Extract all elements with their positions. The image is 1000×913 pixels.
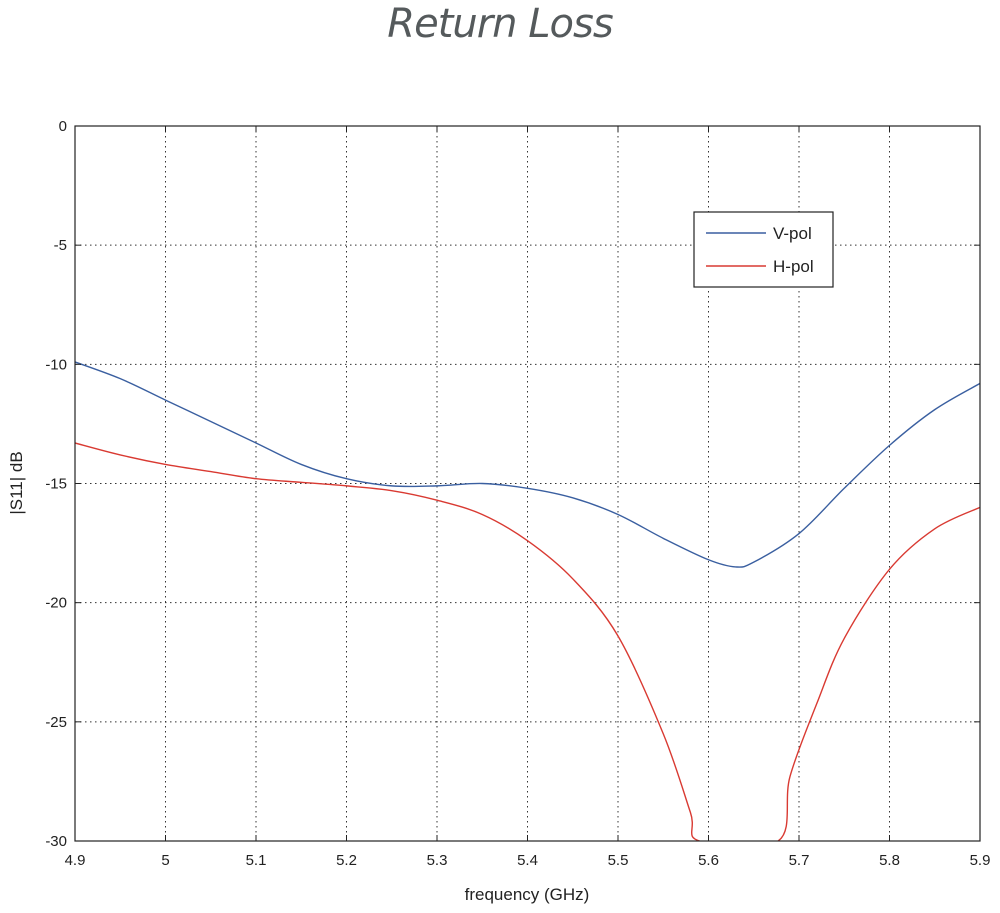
x-tick-label: 4.9 xyxy=(65,852,86,869)
y-tick-label: -30 xyxy=(45,833,67,850)
x-axis-label: frequency (GHz) xyxy=(465,885,590,904)
grid xyxy=(75,126,980,841)
x-tick-label: 5.7 xyxy=(789,852,810,869)
x-tick-label: 5 xyxy=(161,852,169,869)
y-tick-label: -20 xyxy=(45,595,67,612)
series-line-h-pol xyxy=(75,442,980,841)
x-tick-label: 5.8 xyxy=(879,852,900,869)
legend-label-v-pol: V-pol xyxy=(773,224,812,243)
y-tick-label: -15 xyxy=(45,476,67,493)
y-tick-label: -5 xyxy=(54,237,67,254)
x-tick-label: 5.1 xyxy=(246,852,267,869)
legend: V-pol H-pol xyxy=(693,211,834,288)
legend-box xyxy=(693,211,834,288)
x-tick-label: 5.5 xyxy=(608,852,629,869)
chart-title: Return Loss xyxy=(387,1,613,47)
series-line-v-pol xyxy=(75,361,980,568)
x-tick-label: 5.2 xyxy=(336,852,357,869)
x-tick-label: 5.9 xyxy=(970,852,991,869)
y-tick-label: -25 xyxy=(45,714,67,731)
x-tick-label: 5.6 xyxy=(698,852,719,869)
legend-label-h-pol: H-pol xyxy=(773,257,814,276)
y-axis-label: |S11| dB xyxy=(7,451,26,514)
x-tick-label: 5.4 xyxy=(517,852,538,869)
x-tick-label: 5.3 xyxy=(427,852,448,869)
y-tick-label: 0 xyxy=(59,118,67,135)
series-layer xyxy=(75,361,980,841)
y-tick-label: -10 xyxy=(45,356,67,373)
tick-layer: 4.9 5 5.1 5.2 5.3 5.4 5.5 5.6 5.7 5.8 5.9 0 -5 -10 -15… xyxy=(45,118,990,869)
